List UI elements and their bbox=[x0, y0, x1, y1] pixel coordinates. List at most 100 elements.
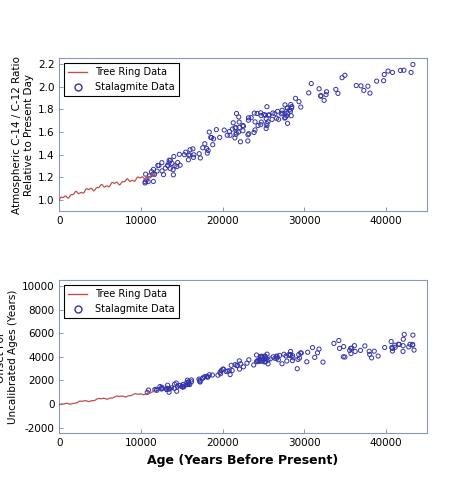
Point bbox=[174, 159, 182, 167]
Point bbox=[236, 365, 243, 373]
Point bbox=[264, 356, 272, 364]
Point bbox=[217, 370, 224, 377]
Point bbox=[240, 363, 247, 371]
Point bbox=[142, 170, 149, 178]
Point bbox=[273, 352, 281, 360]
Point bbox=[203, 373, 210, 380]
Point bbox=[255, 356, 263, 364]
Point bbox=[263, 122, 271, 130]
Point bbox=[180, 382, 188, 390]
Legend: Tree Ring Data, Stalagmite Data: Tree Ring Data, Stalagmite Data bbox=[64, 63, 179, 96]
Point bbox=[353, 82, 360, 90]
Point bbox=[260, 356, 268, 363]
Point bbox=[287, 101, 294, 109]
Point bbox=[209, 141, 217, 149]
Point bbox=[315, 345, 323, 353]
Point bbox=[157, 385, 165, 393]
Point bbox=[366, 351, 374, 358]
Point bbox=[203, 373, 211, 381]
Point bbox=[250, 129, 258, 136]
Point bbox=[309, 344, 316, 352]
Point bbox=[143, 176, 150, 184]
Point bbox=[226, 131, 234, 139]
Point bbox=[227, 371, 234, 378]
Point bbox=[212, 126, 220, 133]
Point bbox=[357, 82, 365, 90]
Point bbox=[207, 133, 215, 141]
Point bbox=[264, 360, 272, 368]
Point bbox=[275, 115, 283, 123]
Point bbox=[228, 361, 235, 369]
Point bbox=[336, 344, 343, 352]
Point bbox=[180, 383, 187, 391]
Point bbox=[164, 162, 172, 169]
Point bbox=[173, 387, 181, 395]
Point bbox=[284, 104, 292, 112]
Point bbox=[330, 339, 337, 347]
Point bbox=[351, 342, 358, 350]
Point bbox=[273, 353, 281, 361]
Point bbox=[149, 170, 157, 178]
Point bbox=[235, 113, 243, 121]
Point bbox=[409, 341, 417, 349]
Point bbox=[347, 344, 355, 352]
Point bbox=[183, 376, 191, 384]
Point bbox=[171, 162, 179, 169]
Point bbox=[410, 346, 418, 354]
Point bbox=[158, 385, 165, 393]
Point bbox=[183, 378, 191, 386]
Point bbox=[381, 344, 389, 352]
Point bbox=[304, 348, 311, 356]
Point bbox=[150, 178, 157, 186]
Point bbox=[179, 381, 187, 389]
Point bbox=[258, 355, 265, 363]
Point bbox=[228, 367, 236, 375]
Point bbox=[263, 114, 270, 122]
Point bbox=[184, 378, 192, 386]
Point bbox=[387, 337, 395, 345]
Point bbox=[163, 386, 171, 393]
Point bbox=[279, 109, 286, 117]
Point bbox=[265, 111, 273, 119]
Point bbox=[380, 77, 387, 85]
Point bbox=[245, 114, 252, 122]
Point bbox=[184, 156, 192, 164]
Point bbox=[181, 151, 188, 159]
Point bbox=[287, 112, 295, 120]
Point bbox=[297, 103, 305, 111]
Point bbox=[280, 350, 288, 358]
Point bbox=[338, 74, 346, 82]
Point bbox=[163, 386, 171, 393]
Point bbox=[260, 111, 268, 118]
Point bbox=[288, 104, 295, 112]
Point bbox=[219, 365, 227, 373]
Y-axis label: Offset For
Uncalibrated Ages (Years): Offset For Uncalibrated Ages (Years) bbox=[0, 290, 18, 424]
Point bbox=[206, 128, 213, 136]
Point bbox=[283, 112, 291, 120]
Point bbox=[196, 376, 204, 384]
Point bbox=[289, 352, 296, 359]
Point bbox=[218, 367, 225, 375]
Point bbox=[391, 341, 399, 349]
Point bbox=[196, 378, 204, 386]
Point bbox=[253, 357, 260, 365]
Point bbox=[389, 69, 396, 76]
Point bbox=[175, 382, 183, 390]
X-axis label: Age (Years Before Present): Age (Years Before Present) bbox=[147, 454, 338, 467]
Point bbox=[166, 165, 174, 172]
Point bbox=[256, 357, 264, 365]
Point bbox=[201, 140, 209, 148]
Point bbox=[258, 353, 265, 360]
Point bbox=[319, 358, 327, 366]
Point bbox=[284, 119, 292, 127]
Point bbox=[289, 356, 296, 364]
Point bbox=[298, 349, 305, 357]
Point bbox=[175, 150, 183, 158]
Point bbox=[296, 354, 303, 362]
Point bbox=[341, 353, 349, 361]
Point bbox=[251, 109, 258, 117]
Point bbox=[409, 340, 417, 348]
Point bbox=[334, 90, 342, 97]
Point bbox=[294, 356, 302, 363]
Point bbox=[253, 351, 260, 359]
